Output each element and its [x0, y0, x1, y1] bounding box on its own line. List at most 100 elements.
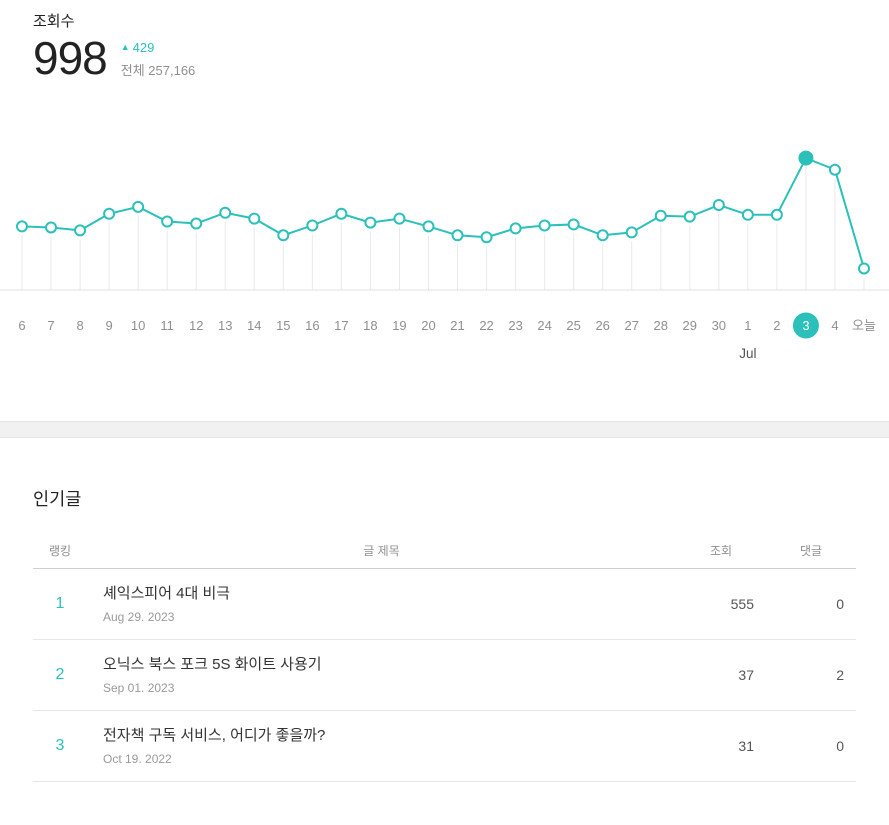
selected-date-circle: [792, 312, 819, 339]
post-comments: 2: [836, 667, 844, 683]
views-today-value: 998: [33, 32, 108, 84]
post-views: 37: [738, 667, 754, 683]
x-tick-label[interactable]: 25: [566, 318, 580, 333]
views-total: 전체 257,166: [120, 63, 196, 78]
x-tick-label[interactable]: 6: [18, 318, 25, 333]
data-point[interactable]: [306, 219, 319, 232]
views-chart: 6 7 8 9 10 11 12 13 14 15 16 17 18 19 20 21 22 23 24 25 26 27…: [0, 130, 889, 370]
data-point[interactable]: [132, 200, 145, 213]
data-point[interactable]: [277, 229, 290, 242]
data-point[interactable]: [335, 207, 348, 220]
data-point[interactable]: [16, 220, 28, 233]
views-delta-value: 429: [132, 40, 155, 55]
x-tick-label[interactable]: 22: [479, 318, 493, 333]
x-tick-label[interactable]: 23: [508, 318, 522, 333]
post-comments: 0: [836, 596, 844, 612]
x-tick-label[interactable]: 11: [160, 318, 174, 333]
up-triangle-icon: ▲: [120, 42, 130, 52]
header-views: 조회: [709, 544, 733, 558]
views-chart-svg: 6 7 8 9 10 11 12 13 14 15 16 17 18 19 20 21 22 23 24 25 26 27…: [0, 150, 889, 361]
data-point[interactable]: [45, 221, 58, 234]
post-views: 555: [730, 596, 754, 612]
month-label: Jul: [739, 346, 756, 361]
data-point[interactable]: [858, 262, 870, 275]
data-point[interactable]: [509, 222, 522, 235]
header-rank: 랭킹: [48, 544, 72, 558]
views-metric-label: 조회수: [33, 13, 75, 30]
x-tick-label[interactable]: 19: [392, 318, 406, 333]
post-date: Sep 01. 2023: [103, 681, 175, 695]
data-point[interactable]: [364, 216, 377, 229]
x-tick-label[interactable]: 27: [624, 318, 638, 333]
post-rank: 1: [55, 595, 65, 612]
post-views: 31: [738, 738, 754, 754]
data-point[interactable]: [712, 199, 725, 212]
views-meta: ▲ 429 전체 257,166: [121, 32, 196, 79]
x-tick-label[interactable]: 24: [537, 318, 551, 333]
x-tick-label[interactable]: 오늘: [852, 318, 876, 333]
x-tick-label[interactable]: 15: [276, 318, 290, 333]
x-tick-label[interactable]: 21: [450, 318, 464, 333]
table-row[interactable]: 3 전자책 구독 서비스, 어디가 좋을까? Oct 19. 2022 31 0: [33, 711, 856, 782]
x-tick-label[interactable]: 12: [189, 318, 203, 333]
x-tick-label[interactable]: 13: [218, 318, 232, 333]
data-point[interactable]: [596, 229, 609, 242]
header-comments: 댓글: [799, 544, 823, 558]
x-tick-label[interactable]: 18: [363, 318, 377, 333]
data-point[interactable]: [74, 224, 87, 237]
post-date: Aug 29. 2023: [103, 610, 175, 624]
data-point[interactable]: [770, 208, 783, 221]
data-point[interactable]: [567, 218, 580, 231]
x-tick-label[interactable]: 10: [131, 318, 145, 333]
post-rank: 3: [55, 737, 65, 754]
data-point[interactable]: [654, 209, 667, 222]
views-delta: ▲ 429: [121, 40, 196, 55]
data-point[interactable]: [248, 212, 261, 225]
data-point[interactable]: [161, 215, 174, 228]
data-point-selected[interactable]: [798, 150, 814, 166]
x-tick-label[interactable]: 28: [654, 318, 668, 333]
data-point[interactable]: [219, 206, 232, 219]
post-rank: 2: [55, 666, 65, 683]
post-title-link[interactable]: 셰익스피어 4대 비극: [103, 585, 231, 602]
x-tick-label[interactable]: 14: [247, 318, 261, 333]
x-tick-label[interactable]: 30: [712, 318, 726, 333]
x-tick-label[interactable]: 3: [802, 318, 809, 333]
data-point[interactable]: [422, 220, 435, 233]
x-tick-label[interactable]: 9: [105, 318, 112, 333]
post-comments: 0: [836, 738, 844, 754]
table-header-row: 랭킹 글 제목 조회 댓글: [33, 533, 856, 569]
data-point[interactable]: [538, 219, 551, 232]
data-point[interactable]: [103, 207, 116, 220]
data-point[interactable]: [625, 226, 638, 239]
table-row[interactable]: 2 오닉스 북스 포크 5S 화이트 사용기 Sep 01. 2023 37 2: [33, 640, 856, 711]
data-point[interactable]: [683, 210, 696, 223]
x-tick-label[interactable]: 1: [744, 318, 751, 333]
popular-posts-title: 인기글: [33, 489, 82, 509]
x-tick-label[interactable]: 20: [421, 318, 435, 333]
x-tick-label[interactable]: 26: [595, 318, 609, 333]
data-point[interactable]: [393, 212, 406, 225]
popular-posts-table: 랭킹 글 제목 조회 댓글 1 셰익스피어 4대 비극 Aug 29. 2023…: [33, 533, 856, 782]
x-tick-label[interactable]: 7: [47, 318, 54, 333]
data-point[interactable]: [451, 229, 464, 242]
data-point[interactable]: [480, 231, 493, 244]
post-date: Oct 19. 2022: [103, 752, 172, 766]
table-row[interactable]: 1 셰익스피어 4대 비극 Aug 29. 2023 555 0: [33, 569, 856, 640]
section-divider: [0, 421, 889, 438]
views-line: [21, 156, 865, 269]
x-tick-label[interactable]: 17: [334, 318, 348, 333]
data-point[interactable]: [828, 163, 841, 176]
post-title-link[interactable]: 전자책 구독 서비스, 어디가 좋을까?: [103, 727, 326, 744]
x-tick-label[interactable]: 2: [773, 318, 780, 333]
popular-posts-section: 인기글 랭킹 글 제목 조회 댓글 1 셰익스피어 4대 비극 Aug 29. …: [0, 438, 889, 782]
x-tick-label[interactable]: 16: [305, 318, 319, 333]
data-point[interactable]: [741, 208, 754, 221]
x-tick-label[interactable]: 4: [831, 318, 838, 333]
x-tick-label[interactable]: 29: [683, 318, 697, 333]
post-title-link[interactable]: 오닉스 북스 포크 5S 화이트 사용기: [103, 656, 322, 673]
x-tick-label[interactable]: 8: [76, 318, 83, 333]
header-title: 글 제목: [363, 544, 400, 558]
data-point[interactable]: [190, 217, 203, 230]
stats-header: 조회수 998 ▲ 429 전체 257,166: [0, 0, 889, 84]
